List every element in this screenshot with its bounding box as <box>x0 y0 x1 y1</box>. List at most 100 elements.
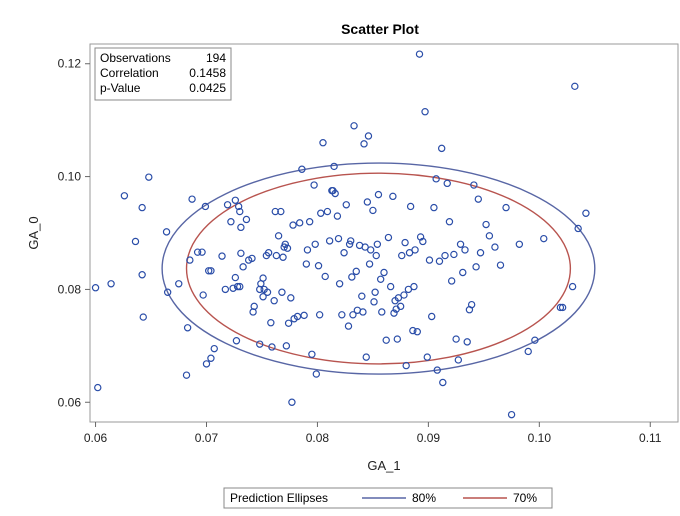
data-point <box>250 302 258 311</box>
data-point <box>162 228 171 236</box>
data-point <box>287 294 295 302</box>
data-point <box>335 280 344 288</box>
data-point <box>369 206 377 215</box>
y-tick-label: 0.10 <box>58 170 82 184</box>
plot-frame <box>89 43 679 423</box>
x-tick-label: 0.07 <box>195 431 219 445</box>
data-point <box>430 203 438 212</box>
data-point <box>138 271 146 279</box>
data-point <box>380 268 388 277</box>
data-point <box>447 277 456 285</box>
data-point <box>248 254 256 263</box>
data-point <box>227 218 235 226</box>
data-point <box>571 82 579 91</box>
data-point <box>524 347 532 356</box>
data-point <box>574 224 582 233</box>
data-point <box>450 250 458 259</box>
data-point <box>463 338 471 346</box>
data-point <box>459 268 467 277</box>
data-point <box>330 162 338 171</box>
data-point <box>267 319 275 327</box>
stats-box <box>94 47 232 101</box>
data-point <box>476 249 485 257</box>
stat-label: Observations <box>100 51 171 65</box>
data-point <box>350 122 358 130</box>
data-point <box>223 201 232 209</box>
data-point <box>201 202 210 211</box>
data-point <box>284 319 293 327</box>
data-point <box>359 308 367 316</box>
y-axis-label: GA_0 <box>26 216 41 249</box>
data-point <box>413 328 421 336</box>
data-point <box>376 275 385 283</box>
data-point <box>334 234 343 243</box>
data-point <box>364 132 373 140</box>
data-point <box>502 203 510 212</box>
stat-value: 0.0425 <box>189 81 226 95</box>
data-point <box>396 302 405 311</box>
data-point <box>331 189 339 198</box>
data-point <box>199 291 207 299</box>
data-point <box>145 173 153 181</box>
data-point <box>456 240 465 248</box>
data-point <box>218 252 226 260</box>
data-point <box>470 181 478 189</box>
data-point <box>360 140 368 148</box>
data-point <box>482 220 490 229</box>
data-point <box>531 336 539 344</box>
data-point <box>410 282 418 291</box>
data-point <box>372 251 380 260</box>
data-point <box>242 215 251 224</box>
data-point <box>349 311 357 319</box>
data-point <box>344 322 353 330</box>
data-point <box>239 263 247 271</box>
data-point <box>231 273 240 282</box>
data-point <box>441 251 449 260</box>
data-point <box>345 240 354 248</box>
data-point <box>131 237 140 246</box>
data-point <box>283 244 292 252</box>
data-point <box>317 209 325 217</box>
data-point <box>485 232 494 240</box>
data-point <box>373 240 382 248</box>
data-point <box>390 309 398 317</box>
data-point <box>386 282 395 291</box>
data-point <box>419 237 427 246</box>
data-point <box>295 219 304 227</box>
data-point <box>423 353 431 361</box>
data-point <box>163 288 172 296</box>
data-point <box>435 257 444 265</box>
data-point <box>432 175 440 183</box>
data-point <box>411 246 419 254</box>
data-point <box>274 232 283 240</box>
data-point <box>186 256 194 264</box>
data-point <box>311 240 319 248</box>
stat-value: 0.1458 <box>189 66 226 80</box>
data-point <box>107 280 115 288</box>
data-point <box>193 248 202 256</box>
data-point <box>308 350 316 358</box>
data-point <box>272 251 281 260</box>
legend: Prediction Ellipses 80% 70% <box>223 487 553 509</box>
x-tick-label: 0.11 <box>639 431 662 445</box>
data-point <box>205 267 213 275</box>
data-point <box>207 267 215 275</box>
data-point <box>323 207 332 216</box>
data-point <box>293 312 302 321</box>
data-point <box>384 233 393 242</box>
data-point <box>277 207 285 216</box>
x-tick-label: 0.09 <box>417 431 441 445</box>
data-point <box>370 298 378 306</box>
data-point <box>236 207 244 216</box>
data-point <box>175 280 183 288</box>
data-point <box>540 234 548 243</box>
data-point <box>366 246 375 254</box>
data-point <box>556 303 565 312</box>
data-point <box>582 209 590 217</box>
data-point <box>182 371 191 379</box>
x-tick-label: 0.06 <box>84 431 108 445</box>
data-point <box>362 353 370 361</box>
data-point <box>229 284 237 292</box>
data-point <box>314 262 323 270</box>
